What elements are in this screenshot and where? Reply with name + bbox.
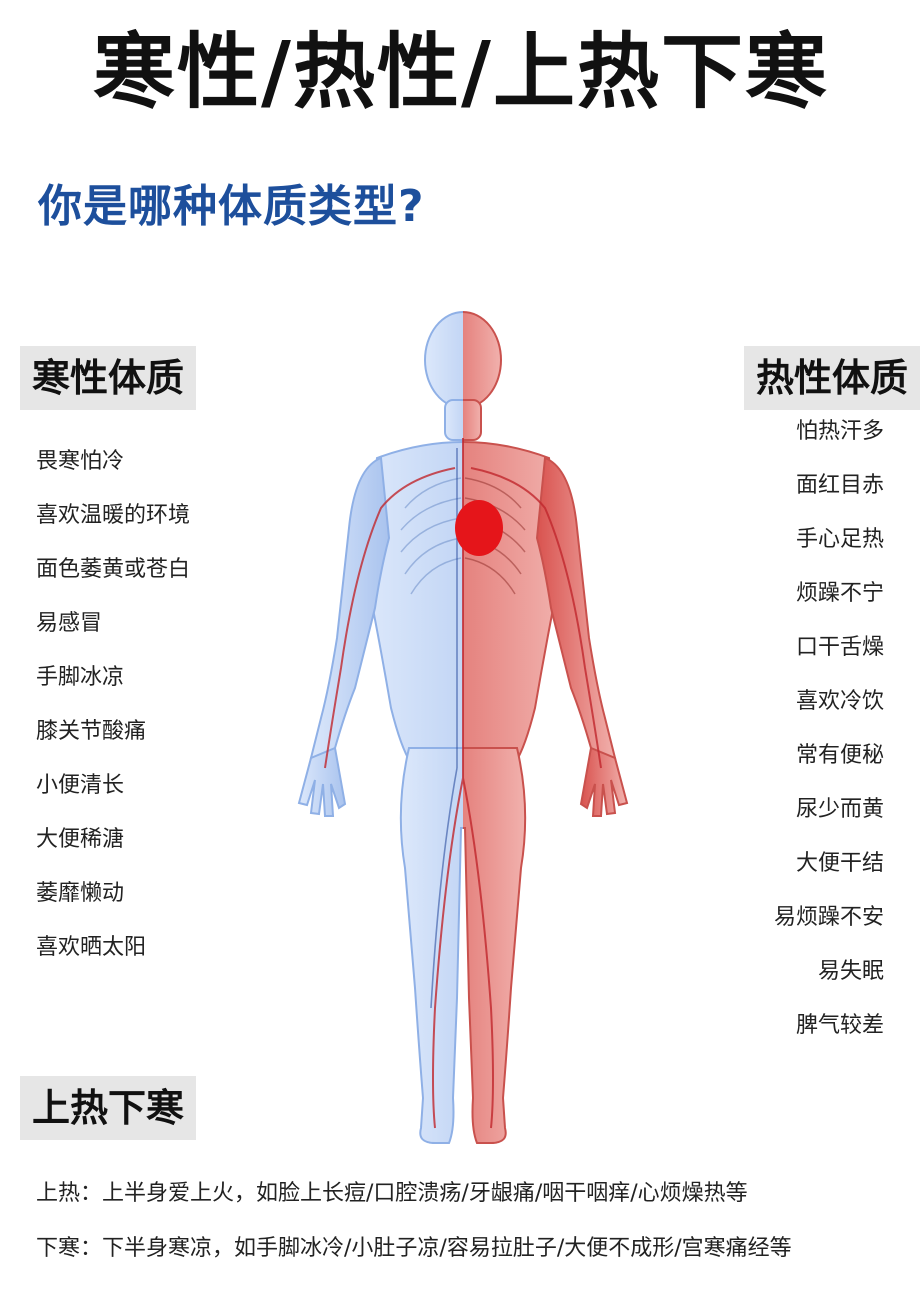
human-body-illustration <box>285 308 645 1158</box>
hot-symptom-list: 怕热汗多 面红目赤 手心足热 烦躁不宁 口干舌燥 喜欢冷饮 常有便秘 尿少而黄 … <box>774 412 884 1060</box>
veins <box>430 448 458 1009</box>
upper-heat-description: 上热：上半身爱上火，如脸上长痘/口腔溃疡/牙龈痛/咽干咽痒/心烦燥热等 <box>36 1181 748 1206</box>
list-item: 面色萎黄或苍白 <box>36 557 191 582</box>
list-item: 易烦躁不安 <box>773 905 884 930</box>
list-item: 烦躁不宁 <box>795 581 884 606</box>
list-item: 大便干结 <box>795 851 884 876</box>
list-item: 喜欢晒太阳 <box>36 935 147 960</box>
list-item: 小便清长 <box>36 773 125 798</box>
list-item: 萎靡懒动 <box>36 881 125 906</box>
list-item: 膝关节酸痛 <box>36 719 147 744</box>
list-item: 脾气较差 <box>795 1013 884 1038</box>
list-item: 怕热汗多 <box>795 419 884 444</box>
list-item: 尿少而黄 <box>795 797 884 822</box>
list-item: 大便稀溏 <box>36 827 125 852</box>
list-item: 手心足热 <box>795 527 884 552</box>
ribcage-left <box>400 477 462 595</box>
ribcage-right <box>464 477 526 595</box>
cold-constitution-title: 寒性体质 <box>20 346 197 410</box>
lower-cold-description: 下寒：下半身寒凉，如手脚冰冷/小肚子凉/容易拉肚子/大便不成形/宫寒痛经等 <box>36 1236 792 1261</box>
list-item: 面红目赤 <box>795 473 884 498</box>
cold-symptom-list: 畏寒怕冷 喜欢温暖的环境 面色萎黄或苍白 易感冒 手脚冰凉 膝关节酸痛 小便清长… <box>36 442 190 982</box>
list-item: 常有便秘 <box>795 743 884 768</box>
list-item: 易感冒 <box>36 611 103 636</box>
heart-icon <box>455 500 503 556</box>
main-title: 寒性/热性/上热下寒 <box>93 25 829 120</box>
list-item: 口干舌燥 <box>795 635 884 660</box>
body-figure-icon <box>298 311 628 1144</box>
list-item: 喜欢冷饮 <box>795 689 884 714</box>
subtitle: 你是哪种体质类型? <box>38 181 425 232</box>
hot-constitution-title: 热性体质 <box>743 346 920 410</box>
upper-heat-lower-cold-title: 上热下寒 <box>20 1076 197 1140</box>
vessels <box>324 438 602 1129</box>
list-item: 易失眠 <box>817 959 884 984</box>
list-item: 喜欢温暖的环境 <box>36 503 191 528</box>
list-item: 手脚冰凉 <box>36 665 125 690</box>
list-item: 畏寒怕冷 <box>36 449 125 474</box>
